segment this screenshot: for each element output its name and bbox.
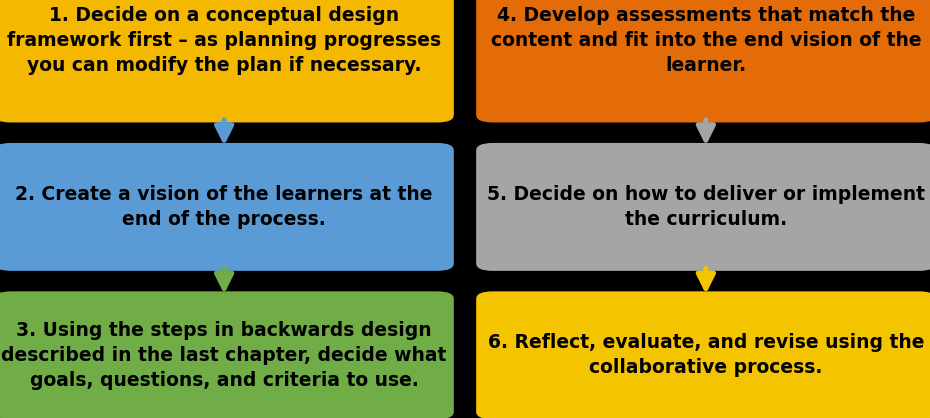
Text: 1. Decide on a conceptual design
framework first – as planning progresses
you ca: 1. Decide on a conceptual design framewo… bbox=[7, 6, 441, 75]
Text: 5. Decide on how to deliver or implement
the curriculum.: 5. Decide on how to deliver or implement… bbox=[487, 185, 924, 229]
Text: 3. Using the steps in backwards design
described in the last chapter, decide wha: 3. Using the steps in backwards design d… bbox=[2, 321, 446, 390]
Text: 6. Reflect, evaluate, and revise using the
collaborative process.: 6. Reflect, evaluate, and revise using t… bbox=[487, 333, 924, 377]
Text: 4. Develop assessments that match the
content and fit into the end vision of the: 4. Develop assessments that match the co… bbox=[490, 6, 922, 75]
Text: 2. Create a vision of the learners at the
end of the process.: 2. Create a vision of the learners at th… bbox=[16, 185, 432, 229]
FancyBboxPatch shape bbox=[476, 0, 930, 122]
FancyBboxPatch shape bbox=[0, 143, 454, 271]
FancyBboxPatch shape bbox=[476, 143, 930, 271]
FancyBboxPatch shape bbox=[476, 291, 930, 418]
FancyBboxPatch shape bbox=[0, 0, 454, 122]
FancyBboxPatch shape bbox=[0, 291, 454, 418]
